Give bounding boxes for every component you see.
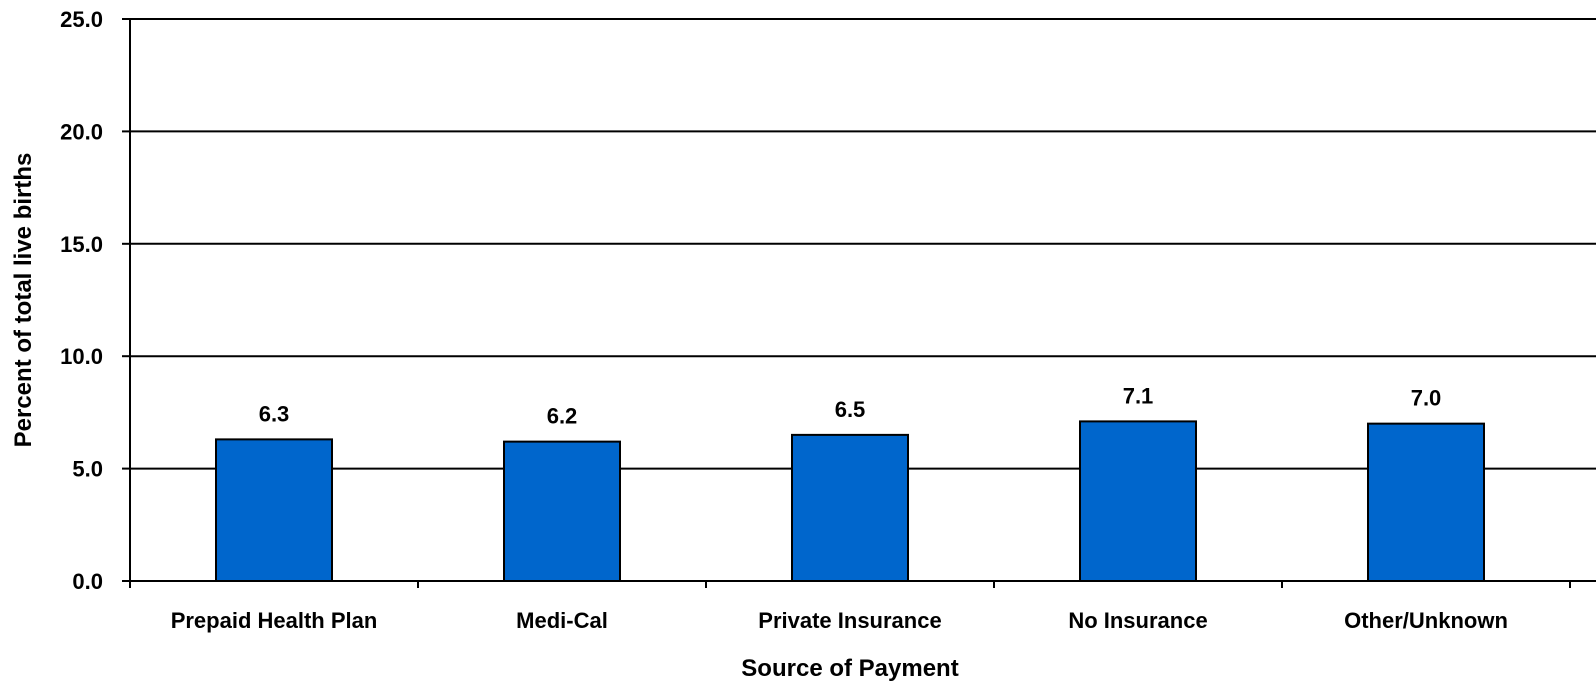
y-axis-title: Percent of total live births <box>10 153 37 448</box>
data-label: 6.2 <box>547 404 578 429</box>
category-label: No Insurance <box>1068 608 1207 633</box>
data-label: 6.5 <box>835 397 866 422</box>
y-tick-label: 25.0 <box>60 7 103 32</box>
bar <box>215 438 333 582</box>
y-tick-labels: 0.0 5.0 10.0 15.0 20.0 25.0 <box>60 7 103 594</box>
y-tick-label: 20.0 <box>60 119 103 144</box>
data-labels: 6.3 6.2 6.5 7.1 7.0 <box>259 383 1442 428</box>
category-label: Private Insurance <box>758 608 941 633</box>
category-label: Other/Unknown <box>1344 608 1508 633</box>
bars <box>215 420 1485 583</box>
bar <box>1367 422 1485 583</box>
bar <box>791 433 909 582</box>
category-labels: Prepaid Health Plan Medi-Cal Private Insur… <box>171 608 1508 633</box>
y-tick-label: 15.0 <box>60 232 103 257</box>
gridlines <box>130 18 1596 470</box>
bar <box>503 440 621 582</box>
y-tick-label: 10.0 <box>60 344 103 369</box>
category-label: Medi-Cal <box>516 608 608 633</box>
bar <box>1079 420 1197 582</box>
y-tick-label: 5.0 <box>72 457 103 482</box>
axes <box>122 18 1596 588</box>
x-axis-title: Source of Payment <box>741 655 958 682</box>
data-label: 6.3 <box>259 401 290 426</box>
category-label: Prepaid Health Plan <box>171 608 378 633</box>
data-label: 7.0 <box>1411 386 1442 411</box>
y-tick-label: 0.0 <box>72 569 103 594</box>
data-label: 7.1 <box>1123 383 1154 408</box>
